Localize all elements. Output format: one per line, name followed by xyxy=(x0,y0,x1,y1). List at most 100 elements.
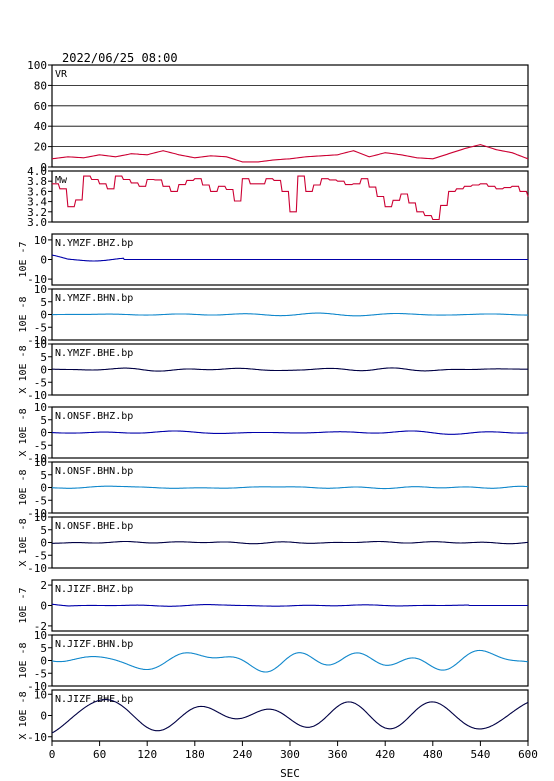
y-tick-label: -5 xyxy=(34,667,47,680)
y-tick-label: 3.6 xyxy=(27,185,47,198)
y-exponent-label: X 10E -8 xyxy=(18,408,29,456)
y-tick-label: 5 xyxy=(40,351,47,364)
y-tick-label: -5 xyxy=(34,439,47,452)
y-tick-label: 10 xyxy=(34,234,47,247)
panel-vr: 100 80 60 40 20 0 VR xyxy=(27,59,529,174)
y-tick-label: -10 xyxy=(27,507,47,520)
series-line xyxy=(52,312,528,317)
y-tick-label: 0 xyxy=(40,309,47,322)
y-tick-label: 5 xyxy=(40,469,47,482)
y-exponent-label: X 10E -8 xyxy=(18,345,29,393)
panel-n-jizf-bhe-bp: 10 0 -10 N.JIZF.BHE.bp X 10E -8 xyxy=(18,688,529,744)
panel-label: N.YMZF.BHE.bp xyxy=(55,348,133,359)
y-tick-label: -5 xyxy=(34,376,47,389)
y-tick-label: 0 xyxy=(40,482,47,495)
panel-label: Mw xyxy=(55,175,68,186)
series-line xyxy=(51,485,529,490)
y-tick-label: 3.4 xyxy=(27,196,47,209)
x-tick-label: 240 xyxy=(232,748,252,761)
y-tick-label: 10 xyxy=(34,511,47,524)
x-tick-label: 120 xyxy=(137,748,157,761)
y-tick-label: 0 xyxy=(40,254,47,267)
y-tick-label: 60 xyxy=(34,100,47,113)
x-axis-label: SEC xyxy=(280,767,300,780)
y-tick-label: 0 xyxy=(40,710,47,723)
series-line xyxy=(51,144,529,163)
y-tick-label: -10 xyxy=(27,334,47,347)
y-tick-label: 10 xyxy=(34,338,47,351)
y-tick-label: 5 xyxy=(40,296,47,309)
y-tick-label: -10 xyxy=(27,680,47,693)
y-tick-label: -10 xyxy=(27,452,47,465)
x-tick-label: 540 xyxy=(470,748,490,761)
y-tick-label: 10 xyxy=(34,401,47,414)
y-exponent-label: X 10E -8 xyxy=(18,518,29,566)
y-tick-label: 0 xyxy=(40,364,47,377)
y-exponent-label: X 10E -8 xyxy=(18,691,29,739)
series-line xyxy=(51,699,529,734)
y-exponent-label: 10E -7 xyxy=(18,241,29,277)
panel-label: N.ONSF.BHE.bp xyxy=(55,521,133,532)
y-tick-label: 0 xyxy=(40,537,47,550)
y-tick-label: 100 xyxy=(27,59,47,72)
panel-label: N.YMZF.BHZ.bp xyxy=(55,238,133,249)
x-tick-label: 0 xyxy=(49,748,56,761)
y-tick-label: 80 xyxy=(34,79,47,92)
panel-n-jizf-bhz-bp: 2 0 -2 N.JIZF.BHZ.bp 10E -7 xyxy=(18,579,529,633)
y-tick-label: 2 xyxy=(40,579,47,592)
y-tick-label: -10 xyxy=(27,731,47,744)
y-exponent-label: 10E -8 xyxy=(18,296,29,332)
panel-label: N.JIZF.BHN.bp xyxy=(55,639,133,650)
panel-label: N.JIZF.BHE.bp xyxy=(55,694,133,705)
series-line xyxy=(51,649,529,673)
panels-group: 100806040200VR4.03.83.63.43.23.0Mw100-10… xyxy=(18,59,529,744)
panel-label: VR xyxy=(55,69,68,80)
y-tick-label: -10 xyxy=(27,562,47,575)
panel-mw: 4.03.83.63.43.23.0 Mw xyxy=(27,165,529,229)
panel-n-ymzf-bhz-bp: 10 0 -10 N.YMZF.BHZ.bp 10E -7 xyxy=(18,233,529,286)
y-tick-label: -5 xyxy=(34,321,47,334)
y-exponent-label: 10E -8 xyxy=(18,642,29,678)
y-tick-label: 10 xyxy=(34,688,47,701)
y-tick-label: 10 xyxy=(34,629,47,642)
y-tick-label: 0 xyxy=(40,161,47,174)
panel-label: N.YMZF.BHN.bp xyxy=(55,293,133,304)
timestamp-title: 2022/06/25 08:00 xyxy=(62,51,178,65)
panel-label: N.JIZF.BHZ.bp xyxy=(55,584,133,595)
y-tick-label: 3.0 xyxy=(27,216,47,229)
x-tick-label: 60 xyxy=(93,748,106,761)
y-tick-label: -2 xyxy=(34,620,47,633)
y-tick-label: -10 xyxy=(27,273,47,286)
y-tick-label: -5 xyxy=(34,549,47,562)
x-axis: 0 60 120 180 240 300 360 420 480 540 600 xyxy=(49,741,538,761)
y-tick-label: 20 xyxy=(34,141,47,154)
x-tick-label: 480 xyxy=(423,748,443,761)
series-line xyxy=(51,540,529,545)
y-tick-label: -10 xyxy=(27,389,47,402)
x-tick-label: 300 xyxy=(280,748,300,761)
y-tick-label: 10 xyxy=(34,283,47,296)
y-tick-label: 40 xyxy=(34,120,47,133)
panel-label: N.ONSF.BHZ.bp xyxy=(55,411,133,422)
y-tick-label: 3.8 xyxy=(27,175,47,188)
y-exponent-label: 10E -7 xyxy=(18,587,29,623)
y-tick-label: 4.0 xyxy=(27,165,47,178)
series-line xyxy=(52,430,528,435)
y-exponent-label: 10E -8 xyxy=(18,469,29,505)
y-tick-label: -5 xyxy=(34,494,47,507)
panel-label: N.ONSF.BHN.bp xyxy=(55,466,133,477)
y-tick-label: 5 xyxy=(40,524,47,537)
y-tick-label: 5 xyxy=(40,642,47,655)
y-tick-label: 0 xyxy=(40,427,47,440)
series-line xyxy=(51,254,528,262)
x-tick-label: 600 xyxy=(518,748,538,761)
panel-frame xyxy=(51,64,529,168)
x-tick-label: 360 xyxy=(328,748,348,761)
